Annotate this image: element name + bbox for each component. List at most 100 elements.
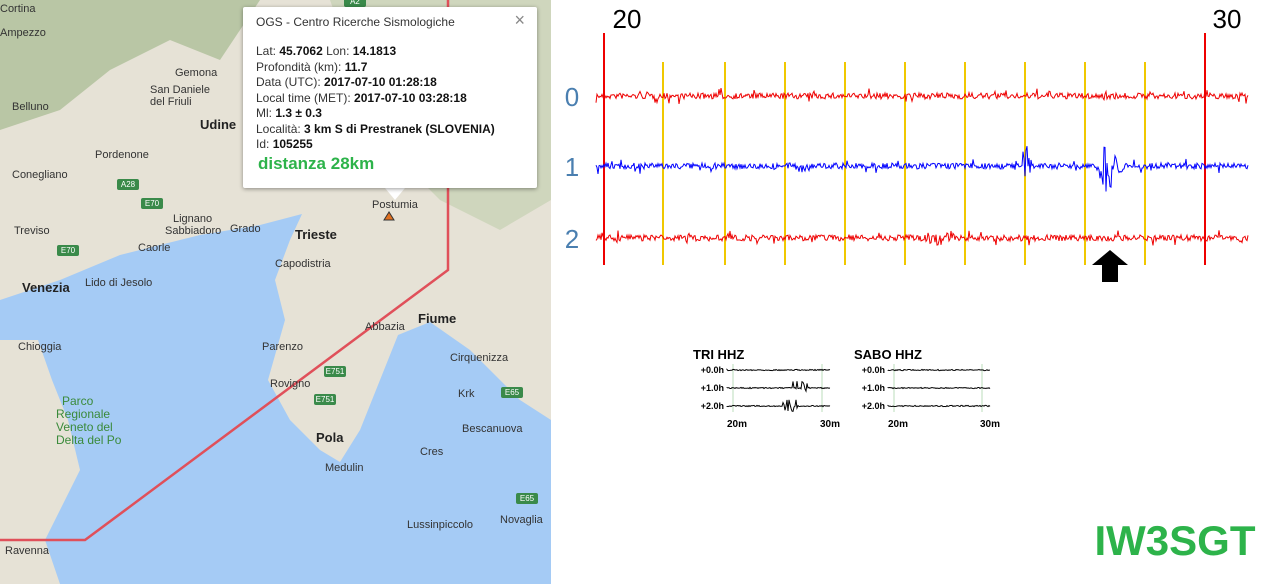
place-label: Capodistria [275, 258, 332, 270]
place-label: Ampezzo [0, 27, 46, 39]
road-label: E70 [61, 246, 76, 255]
time-label: 30 [1213, 4, 1242, 34]
place-label: Lignano [173, 213, 212, 225]
trace [595, 230, 1249, 246]
field-label: Località: [256, 121, 305, 136]
field-label: Data (UTC): [256, 75, 325, 89]
popup-line: Id: 105255 [256, 137, 313, 151]
place-label: Udine [200, 117, 236, 132]
inset-time: 20m [888, 419, 908, 430]
road-label: E751 [326, 367, 345, 376]
trace [595, 88, 1249, 105]
info-popup: OGS - Centro Ricerche Sismologiche × dis… [243, 7, 537, 188]
place-label: Trieste [295, 227, 337, 242]
popup-line: Local time (MET): 2017-07-10 03:28:18 [256, 91, 467, 105]
popup-line: Profondità (km): 11.7 [256, 60, 367, 74]
place-label: Venezia [22, 280, 70, 295]
place-label: Bescanuova [462, 423, 523, 435]
popup-line: Data (UTC): 2017-07-10 01:28:18 [256, 75, 437, 89]
road-shield [516, 493, 538, 504]
field-label: Profondità (km): [256, 59, 345, 74]
field-value: 105255 [272, 137, 313, 151]
place-label: Cres [420, 446, 444, 458]
field-value: 3 km S di Prestranek (SLOVENIA) [304, 121, 495, 136]
inset-trace [887, 368, 990, 372]
place-label: Lido di Jesolo [85, 277, 152, 289]
inset-time: 30m [980, 419, 1000, 430]
place-label: Conegliano [12, 169, 68, 181]
road-shield [344, 0, 366, 7]
park-label: Veneto del [56, 420, 113, 434]
row-label: +2.0h [862, 401, 885, 411]
place-label: Caorle [138, 242, 170, 254]
park-label: Delta del Po [56, 433, 122, 447]
popup-line: Lat: 45.7062 Lon: 14.1813 [256, 44, 396, 58]
inset-trace [726, 368, 831, 372]
place-label: Ravenna [5, 545, 50, 557]
road-shield [141, 198, 163, 209]
place-label: Novaglia [500, 514, 544, 526]
place-label: Fiume [418, 311, 456, 326]
channel-label: 1 [565, 152, 579, 182]
road-shield [324, 366, 346, 377]
field-value: 2017-07-10 03:28:18 [354, 90, 467, 105]
place-label: Medulin [325, 462, 364, 474]
road-label: E751 [316, 395, 335, 404]
row-label: +0.0h [701, 365, 724, 375]
place-label: Pordenone [95, 149, 149, 161]
place-label: Grado [230, 223, 261, 235]
inset-trace [887, 386, 991, 390]
place-label: Rovigno [270, 378, 310, 390]
trace [595, 145, 1249, 192]
road-label: E65 [520, 494, 535, 503]
field-label: Local time (MET): [256, 90, 355, 105]
epicenter-marker [383, 211, 395, 221]
place-label: San Daniele [150, 84, 210, 96]
place-label: Pola [316, 430, 344, 445]
station-label: SABO HHZ [854, 347, 922, 362]
field-value: 2017-07-10 01:28:18 [324, 75, 437, 89]
park-label: Regionale [56, 407, 110, 421]
field-label: Lon: [322, 44, 353, 58]
row-label: +1.0h [701, 383, 724, 393]
place-label: Cortina [0, 3, 36, 15]
distance: distanza 28km [258, 154, 375, 173]
field-label: Ml: [256, 106, 276, 120]
place-label: del Friuli [150, 96, 192, 108]
inset-trace [887, 404, 991, 408]
field-value: 14.1813 [352, 44, 397, 58]
field-label: Id: [256, 137, 273, 151]
channel-label: 2 [565, 224, 579, 254]
road-shield [501, 387, 523, 398]
road-label: E70 [145, 199, 160, 208]
close-button[interactable]: × [514, 10, 525, 30]
road-shield [57, 245, 79, 256]
place-label: Treviso [14, 225, 50, 237]
field-value: 1.3 ± 0.3 [275, 106, 322, 120]
popup-line: Ml: 1.3 ± 0.3 [256, 106, 322, 120]
popup-pointer [385, 188, 405, 200]
popup-line: Località: 3 km S di Prestranek (SLOVENIA… [256, 122, 495, 136]
place-label: Krk [458, 388, 475, 400]
field-value: 11.7 [344, 59, 368, 74]
row-label: +2.0h [701, 401, 724, 411]
channel-label: 0 [565, 82, 579, 112]
place-label: Gemona [175, 67, 218, 79]
event-arrow [1092, 250, 1128, 282]
inset-time: 30m [820, 419, 840, 430]
place-label: Postumia [372, 199, 419, 211]
place-label: Belluno [12, 101, 49, 113]
road-label: A28 [121, 180, 136, 189]
place-label: Sabbiadoro [165, 225, 221, 237]
place-label: Abbazia [365, 321, 406, 333]
road-shield [117, 179, 139, 190]
place-label: Chioggia [18, 341, 62, 353]
place-label: Lussinpiccolo [407, 519, 473, 531]
road-label: E65 [505, 388, 520, 397]
row-label: +1.0h [862, 383, 885, 393]
inset-trace [726, 380, 831, 393]
callsign: IW3SGT [1094, 517, 1255, 564]
field-value: 45.7062 [279, 44, 323, 58]
